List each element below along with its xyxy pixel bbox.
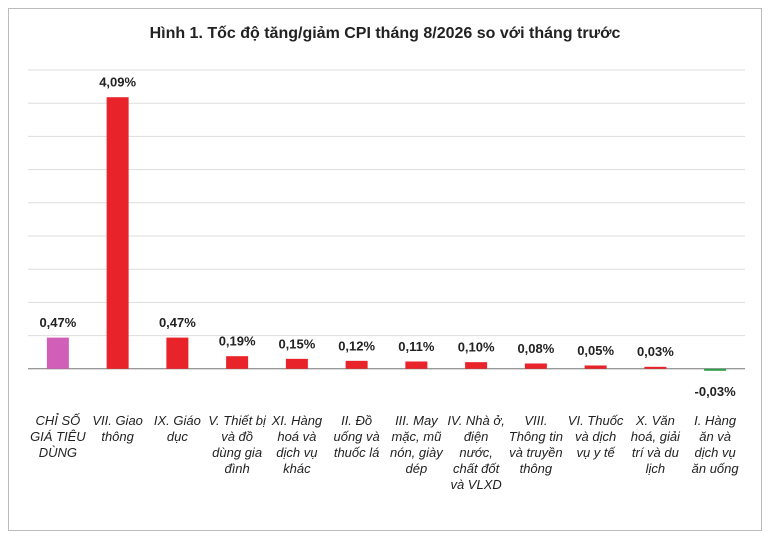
bar (644, 366, 667, 369)
x-tick-label: I. Hàng ăn và dịch vụ ăn uống (691, 413, 739, 476)
x-tick-label: II. Đồ uống và thuốc lá (333, 413, 380, 460)
x-tick-label: VIII. Thông tin và truyền thông (508, 413, 563, 476)
chart-title: Hình 1. Tốc độ tăng/giảm CPI tháng 8/202… (150, 25, 621, 42)
bar (46, 337, 69, 369)
chart-frame (8, 8, 762, 531)
bar (405, 361, 428, 369)
value-label: 0,08% (517, 341, 554, 356)
bar (704, 368, 727, 371)
bar (226, 356, 249, 369)
value-label: 0,05% (577, 343, 614, 358)
bar (166, 337, 189, 369)
x-tick-label: VI. Thuốc và dịch vụ y tế (567, 413, 624, 460)
value-label: 0,15% (278, 336, 315, 351)
bar (345, 360, 368, 369)
bar (524, 363, 547, 369)
bar (465, 362, 488, 369)
value-label: 0,47% (39, 315, 76, 330)
bar (584, 365, 607, 369)
value-label: 0,47% (159, 315, 196, 330)
value-label: 0,19% (219, 334, 256, 349)
x-tick-label: IV. Nhà ở, điện nước, chất đốt và VLXD (447, 413, 505, 492)
x-tick-label: III. May mặc, mũ nón, giày dép (389, 413, 443, 476)
value-label: -0,03% (695, 384, 737, 399)
x-tick-label: IX. Giáo dục (153, 413, 201, 444)
bar (285, 358, 308, 369)
x-tick-label: CHỈ SỐ GIÁ TIÊU DÙNG (30, 413, 86, 460)
value-label: 0,10% (458, 340, 495, 355)
value-label: 0,12% (338, 338, 375, 353)
value-label: 0,11% (398, 339, 435, 354)
x-tick-label: X. Văn hoá, giải trí và du lịch (630, 413, 680, 476)
value-label: 0,03% (637, 344, 674, 359)
x-tick-label: XI. Hàng hoá và dịch vụ khác (271, 413, 323, 476)
x-tick-label: V. Thiết bị và đồ dùng gia đình (208, 413, 266, 476)
x-tick-label: VII. Giao thông (92, 413, 143, 444)
bar (106, 97, 129, 369)
value-label: 4,09% (99, 75, 136, 90)
